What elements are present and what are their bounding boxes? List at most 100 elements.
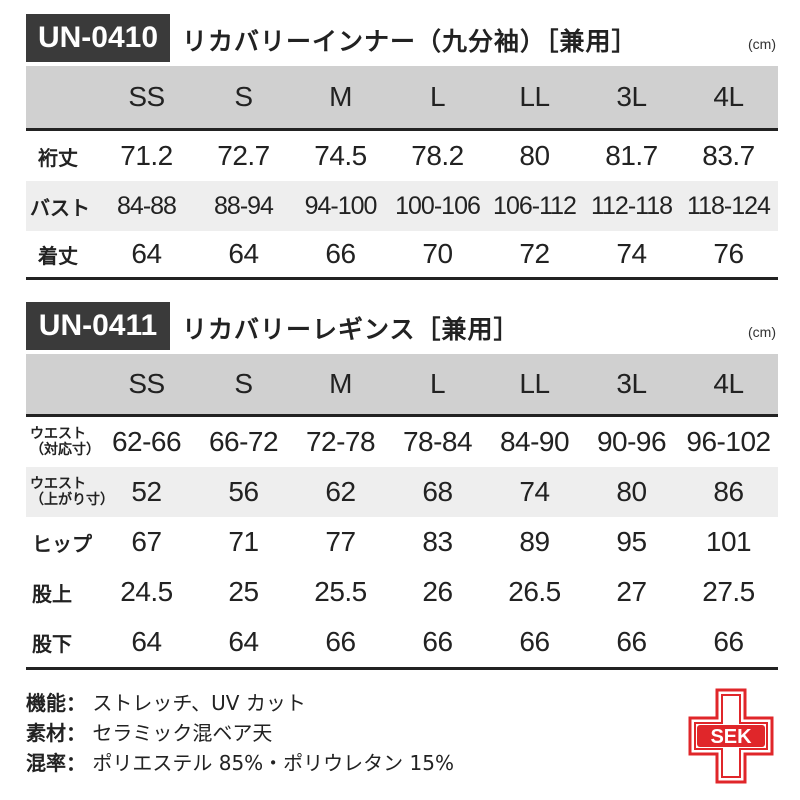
size-header: L — [429, 368, 446, 399]
table-cell: 112-118 — [590, 191, 673, 220]
size-header: 4L — [713, 368, 744, 399]
table-cell: 67 — [131, 526, 162, 557]
table-cell: 80 — [519, 140, 550, 171]
leggings-size-table: SS S M L LL 3L 4L ウエスト （対応寸） 62-66 66-72… — [26, 354, 778, 670]
table-cell: 74 — [616, 238, 647, 269]
size-header: L — [429, 81, 446, 112]
leggings-product-code: UN-0411 — [26, 302, 170, 350]
table-cell: 72 — [519, 238, 550, 269]
table-cell: 66 — [422, 626, 453, 657]
table-cell: 71.2 — [120, 140, 173, 171]
size-header: LL — [519, 368, 550, 399]
inner-product-title: リカバリーインナー（九分袖）［兼用］ — [182, 27, 638, 56]
size-header: 4L — [713, 81, 744, 112]
table-row: ウエスト （対応寸） 62-66 66-72 72-78 78-84 84-90… — [26, 417, 778, 467]
row-label-sub: （対応寸） — [30, 442, 100, 458]
table-cell: 80 — [616, 476, 647, 507]
table-cell: 64 — [131, 626, 162, 657]
table-rule — [26, 128, 778, 131]
size-header-row: SS S M L LL 3L 4L — [26, 354, 778, 414]
table-cell: 90-96 — [596, 426, 667, 457]
table-cell: 106-112 — [493, 191, 577, 220]
size-header: 3L — [616, 81, 647, 112]
table-row: 裄丈 71.2 72.7 74.5 78.2 80 81.7 83.7 — [26, 131, 778, 181]
table-cell: 25 — [228, 576, 259, 607]
table-cell: 72.7 — [217, 140, 270, 171]
size-header: SS — [128, 368, 165, 399]
table-cell: 66 — [325, 238, 356, 269]
sek-band — [697, 725, 765, 747]
table-cell: 27 — [616, 576, 647, 607]
table-cell: 62 — [325, 476, 356, 507]
table-cell: 84-88 — [117, 191, 177, 220]
row-label: ウエスト （対応寸） — [26, 426, 100, 458]
table-cell: 86 — [713, 476, 744, 507]
table-cell: 77 — [325, 526, 356, 557]
table-cell: 66 — [325, 626, 356, 657]
size-header: M — [329, 368, 352, 399]
table-cell: 24.5 — [120, 576, 173, 607]
table-cell: 66 — [713, 626, 744, 657]
size-header-row: SS S M L LL 3L 4L — [26, 66, 778, 128]
table-cell: 78-84 — [402, 426, 473, 457]
row-label: ウエスト （上がり寸） — [26, 476, 114, 508]
size-header: LL — [519, 81, 550, 112]
table-cell: 95 — [616, 526, 647, 557]
table-row: 股上 24.5 25 25.5 26 26.5 27 27.5 — [26, 567, 778, 617]
spec-key: 素材： — [26, 721, 86, 745]
table-cell: 52 — [131, 476, 162, 507]
spec-line-function: 機能： ストレッチ、UV カット — [26, 688, 454, 718]
spec-footer: 機能： ストレッチ、UV カット 素材： セラミック混ベア天 混率： ポリエステ… — [26, 688, 454, 778]
table-cell: 25.5 — [314, 576, 367, 607]
table-cell: 66 — [616, 626, 647, 657]
inner-size-table: SS S M L LL 3L 4L 裄丈 71.2 72.7 74.5 78.2… — [26, 66, 778, 280]
spec-value: ポリエステル 85%・ポリウレタン 15% — [92, 751, 454, 775]
inner-product-code: UN-0410 — [26, 14, 170, 62]
table-cell: 27.5 — [702, 576, 755, 607]
table-cell: 56 — [228, 476, 259, 507]
sek-cross-icon: SEK — [688, 688, 774, 784]
table-cell: 96-102 — [686, 426, 771, 457]
table-cell: 78.2 — [411, 140, 464, 171]
table-cell: 66 — [519, 626, 550, 657]
table-row: 股下 64 64 66 66 66 66 66 — [26, 617, 778, 667]
spec-key: 混率： — [26, 751, 86, 775]
inner-section-header: UN-0410 リカバリーインナー（九分袖）［兼用］ (cm) — [26, 14, 778, 62]
sek-cross-logo: SEK — [688, 688, 774, 784]
table-cell: 62-66 — [111, 426, 182, 457]
row-label: 股下 — [32, 631, 72, 656]
size-header: S — [234, 368, 253, 399]
table-cell: 71 — [228, 526, 259, 557]
table-row: バスト 84-88 88-94 94-100 100-106 106-112 1… — [26, 181, 778, 231]
table-rule — [26, 277, 778, 280]
leggings-product-title: リカバリーレギンス［兼用］ — [182, 315, 520, 344]
leggings-unit-label: (cm) — [748, 324, 776, 340]
spec-value: ストレッチ、UV カット — [92, 691, 306, 715]
table-cell: 101 — [705, 526, 752, 557]
sek-text: SEK — [710, 726, 752, 748]
table-cell: 81.7 — [605, 140, 658, 171]
size-header: SS — [128, 81, 165, 112]
table-cell: 74 — [519, 476, 550, 507]
row-label: ヒップ — [32, 531, 92, 556]
table-cell: 94-100 — [304, 191, 378, 220]
row-label: 股上 — [32, 581, 72, 606]
table-cell: 100-106 — [395, 191, 481, 220]
table-cell: 89 — [519, 526, 550, 557]
table-cell: 64 — [228, 238, 259, 269]
table-row: ウエスト （上がり寸） 52 56 62 68 74 80 86 — [26, 467, 778, 517]
table-cell: 66-72 — [208, 426, 279, 457]
table-row: 着丈 64 64 66 70 72 74 76 — [26, 231, 778, 277]
row-label-sub: （上がり寸） — [30, 492, 114, 508]
row-label: 着丈 — [38, 243, 78, 268]
table-cell: 72-78 — [305, 426, 376, 457]
leggings-section-header: UN-0411 リカバリーレギンス［兼用］ (cm) — [26, 302, 778, 350]
row-label: 裄丈 — [38, 145, 78, 170]
table-cell: 26 — [422, 576, 453, 607]
size-header: S — [234, 81, 253, 112]
spec-line-material: 素材： セラミック混ベア天 — [26, 718, 454, 748]
table-cell: 118-124 — [687, 191, 771, 220]
spec-value: セラミック混ベア天 — [92, 721, 273, 745]
spec-line-blend: 混率： ポリエステル 85%・ポリウレタン 15% — [26, 748, 454, 778]
table-cell: 84-90 — [499, 426, 570, 457]
